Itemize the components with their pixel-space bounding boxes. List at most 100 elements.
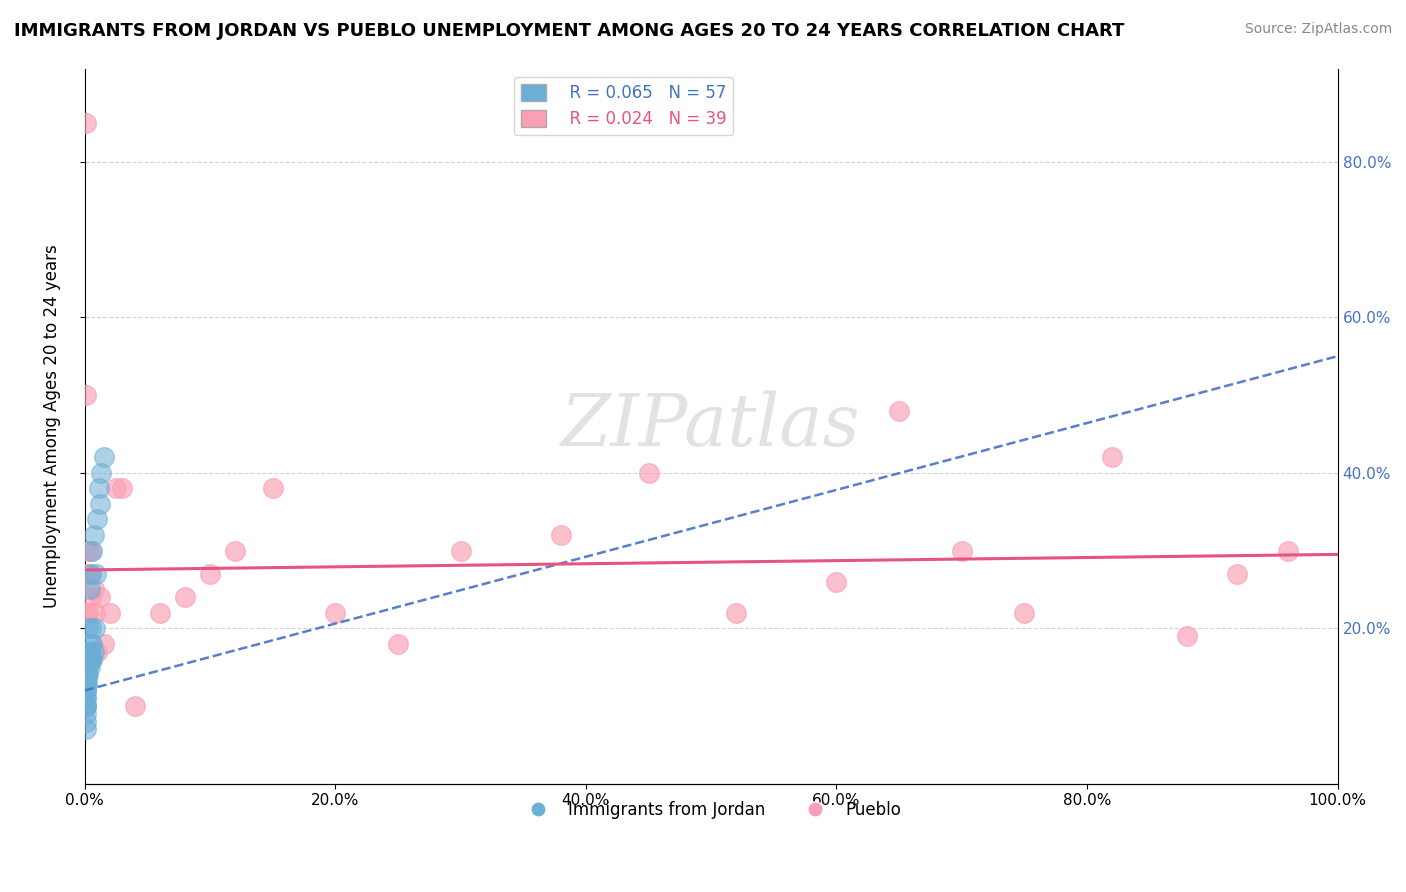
Point bbox=[75, 683, 97, 698]
Point bbox=[75, 660, 97, 674]
Point bbox=[75, 675, 97, 690]
Point bbox=[75, 683, 97, 698]
Point bbox=[75, 652, 97, 666]
Point bbox=[75, 698, 97, 713]
Point bbox=[82, 543, 104, 558]
Point bbox=[75, 668, 97, 682]
Point bbox=[93, 450, 115, 465]
Point bbox=[637, 466, 659, 480]
Point bbox=[75, 660, 97, 674]
Point bbox=[75, 116, 97, 130]
Point bbox=[76, 652, 98, 666]
Text: Source: ZipAtlas.com: Source: ZipAtlas.com bbox=[1244, 22, 1392, 37]
Point bbox=[79, 582, 101, 597]
Point bbox=[75, 644, 97, 658]
Point bbox=[75, 660, 97, 674]
Point bbox=[1226, 566, 1249, 581]
Point bbox=[174, 590, 197, 604]
Point bbox=[79, 660, 101, 674]
Point bbox=[76, 668, 98, 682]
Point bbox=[76, 660, 98, 674]
Point bbox=[76, 668, 98, 682]
Point bbox=[80, 637, 103, 651]
Point bbox=[1277, 543, 1299, 558]
Point bbox=[550, 528, 572, 542]
Point bbox=[77, 660, 100, 674]
Point bbox=[198, 566, 221, 581]
Point bbox=[111, 481, 134, 495]
Point bbox=[86, 512, 108, 526]
Point bbox=[387, 637, 409, 651]
Point bbox=[93, 637, 115, 651]
Point bbox=[76, 675, 98, 690]
Point bbox=[82, 637, 104, 651]
Point bbox=[950, 543, 973, 558]
Point bbox=[450, 543, 472, 558]
Point bbox=[82, 652, 104, 666]
Point bbox=[887, 403, 910, 417]
Point bbox=[89, 590, 111, 604]
Point bbox=[725, 606, 748, 620]
Point bbox=[75, 668, 97, 682]
Point bbox=[86, 644, 108, 658]
Point bbox=[1101, 450, 1123, 465]
Point bbox=[77, 668, 100, 682]
Point bbox=[75, 652, 97, 666]
Point bbox=[82, 652, 104, 666]
Point bbox=[89, 497, 111, 511]
Y-axis label: Unemployment Among Ages 20 to 24 years: Unemployment Among Ages 20 to 24 years bbox=[44, 244, 60, 608]
Point bbox=[83, 582, 105, 597]
Point bbox=[262, 481, 284, 495]
Point bbox=[77, 606, 100, 620]
Point bbox=[75, 683, 97, 698]
Point bbox=[80, 543, 103, 558]
Text: ZIPatlas: ZIPatlas bbox=[561, 391, 860, 461]
Point bbox=[75, 698, 97, 713]
Point bbox=[149, 606, 172, 620]
Point bbox=[75, 714, 97, 729]
Point bbox=[79, 652, 101, 666]
Point bbox=[75, 723, 97, 737]
Point bbox=[83, 644, 105, 658]
Legend: Immigrants from Jordan, Pueblo: Immigrants from Jordan, Pueblo bbox=[515, 794, 908, 825]
Point bbox=[83, 528, 105, 542]
Point bbox=[80, 621, 103, 635]
Point bbox=[83, 621, 105, 635]
Point bbox=[80, 566, 103, 581]
Point bbox=[75, 668, 97, 682]
Point bbox=[75, 668, 97, 682]
Point bbox=[323, 606, 346, 620]
Point bbox=[90, 466, 112, 480]
Point bbox=[87, 481, 110, 495]
Point bbox=[76, 606, 98, 620]
Point bbox=[76, 652, 98, 666]
Text: IMMIGRANTS FROM JORDAN VS PUEBLO UNEMPLOYMENT AMONG AGES 20 TO 24 YEARS CORRELAT: IMMIGRANTS FROM JORDAN VS PUEBLO UNEMPLO… bbox=[14, 22, 1125, 40]
Point bbox=[77, 652, 100, 666]
Point bbox=[1014, 606, 1036, 620]
Point bbox=[75, 388, 97, 402]
Point bbox=[105, 481, 128, 495]
Point bbox=[98, 606, 121, 620]
Point bbox=[75, 652, 97, 666]
Point bbox=[124, 698, 146, 713]
Point bbox=[75, 675, 97, 690]
Point bbox=[79, 644, 101, 658]
Point bbox=[75, 698, 97, 713]
Point bbox=[825, 574, 848, 589]
Point bbox=[77, 543, 100, 558]
Point bbox=[84, 566, 107, 581]
Point bbox=[75, 675, 97, 690]
Point bbox=[80, 652, 103, 666]
Point bbox=[224, 543, 246, 558]
Point bbox=[75, 691, 97, 706]
Point bbox=[77, 621, 100, 635]
Point bbox=[75, 660, 97, 674]
Point bbox=[79, 566, 101, 581]
Point bbox=[75, 706, 97, 721]
Point bbox=[1175, 629, 1198, 643]
Point bbox=[83, 606, 105, 620]
Point bbox=[80, 590, 103, 604]
Point bbox=[76, 660, 98, 674]
Point bbox=[75, 691, 97, 706]
Point bbox=[75, 566, 97, 581]
